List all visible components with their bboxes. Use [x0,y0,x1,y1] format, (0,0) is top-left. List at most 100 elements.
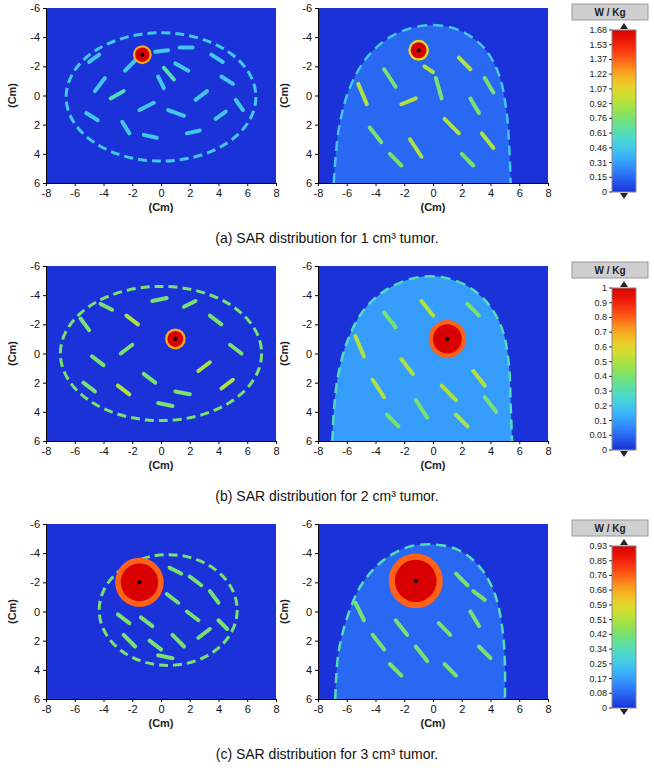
colorbar-tick-label: 0.42 [589,629,607,639]
tick-label: -4 [30,547,40,559]
tick: -4 [30,31,46,43]
colorbar-tick-label: 0.61 [589,128,607,138]
tick: 4 [34,406,46,418]
tick-mark [43,641,46,642]
tick: 2 [459,183,465,199]
tick: 6 [34,693,46,705]
tissue [210,316,222,325]
tick-label: 4 [306,148,312,160]
tick-label: 8 [273,187,279,199]
tick: -8 [42,183,52,199]
tick: -2 [128,699,138,715]
tick-label: -4 [371,703,381,715]
tick-label: 6 [306,177,312,189]
x-axis-title: (Cm) [148,717,173,729]
tick: -6 [342,183,352,199]
tick-mark [43,670,46,671]
tissue [479,647,491,659]
colorbar-tick-label: 0.51 [589,615,607,625]
colorbar-tick [609,678,612,679]
tick-label: 0 [430,187,436,199]
tick-label: 0 [430,703,436,715]
colorbar-tick-label: 0.8 [594,312,607,322]
tissue [370,128,382,143]
tick-label: -2 [400,703,410,715]
tissue [358,84,367,104]
tissue [196,91,208,100]
colorbar-title: W / Kg [594,265,625,276]
tick-mark [43,441,46,442]
tick-mark [190,183,191,186]
tissue [89,55,99,62]
tissue [187,612,199,621]
tick: 6 [517,441,523,457]
tick: 4 [216,183,222,199]
colorbar-tick-label: 0.01 [589,430,607,440]
plot-area [46,266,276,441]
tissue [373,635,385,650]
tick: 0 [306,90,318,102]
tissue [219,620,228,629]
colorbar [612,30,636,192]
colorbar-title: W / Kg [594,7,625,18]
tick-label: 6 [34,693,40,705]
tick-mark [190,699,191,702]
tick-label: -2 [400,445,410,457]
tick-mark [376,699,377,702]
tissue [211,55,223,62]
colorbar-arrow [620,539,628,545]
tick: 2 [34,635,46,647]
tick-label: -2 [302,60,312,72]
colorbar-tick-label: 0.76 [589,113,607,123]
tissue [485,397,497,412]
tissue [86,113,98,120]
x-axis-title: (Cm) [148,201,173,213]
tick: -6 [302,260,318,272]
colorbar-tick [609,133,612,134]
tick-mark [315,183,318,184]
tissue [390,154,402,166]
tissue [236,100,243,110]
tick: 6 [517,699,523,715]
colorbar-arrow [620,709,628,715]
tick-mark [315,670,318,671]
tick-mark [315,612,318,613]
y-axis: -6-4-20246 [302,260,318,447]
tick-label: 4 [216,703,222,715]
tissue [184,301,196,307]
tick-mark [43,266,46,267]
tick-mark [219,699,220,702]
tick: -8 [314,699,324,715]
tissue [221,380,233,389]
axis-line [47,700,277,703]
tick: -2 [128,183,138,199]
background [318,266,548,441]
colorbar-tick-label: 1.53 [589,40,607,50]
colorbar-tick [609,420,612,421]
tick: -2 [302,318,318,330]
tissue [424,66,433,72]
tissue [436,78,442,98]
colorbar-tick-label: 0.17 [589,674,607,684]
tissue [473,591,485,600]
tick: -4 [302,289,318,301]
tick: 6 [245,441,251,457]
tissue [150,641,162,650]
tissue [121,345,133,354]
tick-label: 0 [430,445,436,457]
tick-mark [433,699,434,702]
colorbar-tick [609,604,612,605]
tick: 0 [158,441,164,457]
tick: -6 [342,699,352,715]
colorbar-arrow [620,193,628,199]
tick: 0 [430,441,436,457]
tissue [168,110,184,116]
tick-label: -8 [42,703,52,715]
tick: 2 [459,441,465,457]
tick-label: 4 [34,406,40,418]
axis-line [319,700,549,703]
tick-label: 8 [273,703,279,715]
tick: -2 [400,183,410,199]
tick: 0 [430,183,436,199]
tick-label: -4 [99,703,109,715]
